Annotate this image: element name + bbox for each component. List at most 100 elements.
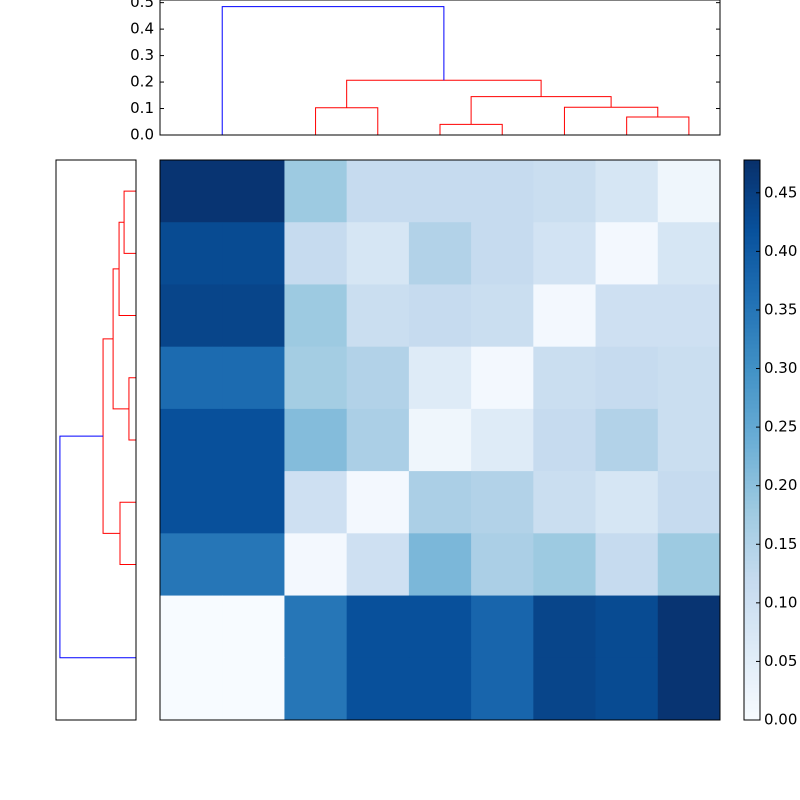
- colorbar-segment: [744, 540, 760, 545]
- colorbar-segment: [744, 456, 760, 461]
- heatmap-cell: [595, 284, 659, 348]
- colorbar-segment: [744, 476, 760, 481]
- colorbar-segment: [744, 172, 760, 177]
- heatmap-cell: [160, 222, 223, 285]
- colorbar-segment: [744, 648, 760, 653]
- colorbar-segment: [744, 632, 760, 637]
- colorbar-segment: [744, 192, 760, 197]
- colorbar-segment: [744, 636, 760, 641]
- colorbar-segment: [744, 488, 760, 493]
- colorbar-segment: [744, 416, 760, 421]
- colorbar-segment: [744, 568, 760, 573]
- colorbar-segment: [744, 644, 760, 649]
- heatmap-cell: [657, 595, 721, 659]
- colorbar-segment: [744, 164, 760, 169]
- dendrogram-link: [626, 116, 690, 135]
- colorbar-segment: [744, 600, 760, 605]
- heatmap-cell: [408, 346, 472, 410]
- heatmap-cell: [471, 346, 534, 410]
- colorbar-segment: [744, 480, 760, 485]
- colorbar-segment: [744, 372, 760, 377]
- colorbar-segment: [744, 656, 760, 661]
- heatmap-cell: [533, 408, 597, 472]
- heatmap-cell: [222, 533, 285, 597]
- colorbar-segment: [744, 328, 760, 333]
- colorbar-segment: [744, 640, 760, 645]
- heatmap-cell: [346, 284, 410, 348]
- heatmap-cell: [346, 595, 410, 659]
- heatmap-cell: [346, 471, 410, 534]
- colorbar-segment: [744, 448, 760, 453]
- heatmap-cell: [595, 346, 659, 410]
- heatmap-cell: [222, 160, 285, 223]
- colorbar-segment: [744, 564, 760, 569]
- heatmap-cell: [595, 222, 659, 285]
- colorbar-segment: [744, 524, 760, 529]
- axes-frame: [55, 159, 137, 721]
- y-tick-label: 0.2: [130, 73, 154, 91]
- colorbar-segment: [744, 700, 760, 705]
- colorbar-segment: [744, 664, 760, 669]
- colorbar-segment: [744, 356, 760, 361]
- colorbar-segment: [744, 404, 760, 409]
- colorbar-segment: [744, 392, 760, 397]
- colorbar-segment: [744, 188, 760, 193]
- heatmap-cell: [533, 222, 597, 285]
- heatmap-cell: [657, 222, 721, 285]
- colorbar-tick-label: 0.10: [764, 593, 797, 611]
- colorbar-segment: [744, 240, 760, 245]
- heatmap-cell: [471, 160, 534, 223]
- colorbar-segment: [744, 384, 760, 389]
- colorbar-segment: [744, 208, 760, 213]
- colorbar-segment: [744, 184, 760, 189]
- colorbar-segment: [744, 544, 760, 549]
- colorbar-segment: [744, 560, 760, 565]
- colorbar-segment: [744, 400, 760, 405]
- heatmap-cell: [657, 408, 721, 472]
- heatmap-cell: [657, 346, 721, 410]
- heatmap-cell: [284, 471, 348, 534]
- dendrogram-link: [119, 501, 136, 565]
- colorbar-segment: [744, 616, 760, 621]
- colorbar-segment: [744, 496, 760, 501]
- heatmap-cell: [284, 595, 348, 659]
- heatmap-cell: [533, 284, 597, 348]
- axes-frame: [159, 0, 721, 136]
- colorbar-segment: [744, 440, 760, 445]
- colorbar-segment: [744, 276, 760, 281]
- heatmap-cell: [346, 346, 410, 410]
- colorbar-segment: [744, 272, 760, 277]
- heatmap-cell: [533, 595, 597, 659]
- colorbar-tick-label: 0.45: [764, 183, 797, 201]
- dendrogram-link: [470, 96, 612, 125]
- colorbar-segment: [744, 308, 760, 313]
- heatmap-cell: [222, 222, 285, 285]
- heatmap-cell: [284, 657, 348, 721]
- heatmap-cell: [533, 346, 597, 410]
- colorbar-segment: [744, 220, 760, 225]
- colorbar-segment: [744, 312, 760, 317]
- heatmap-cell: [160, 284, 223, 348]
- heatmap-cell: [533, 471, 597, 534]
- y-tick-label: 0.1: [130, 99, 154, 117]
- colorbar-segment: [744, 360, 760, 365]
- colorbar-segment: [744, 344, 760, 349]
- heatmap-cell: [657, 533, 721, 597]
- colorbar-segment: [744, 672, 760, 677]
- heatmap-cell: [160, 346, 223, 410]
- colorbar-segment: [744, 212, 760, 217]
- colorbar-segment: [744, 716, 760, 721]
- colorbar-segment: [744, 388, 760, 393]
- heatmap-cell: [471, 595, 534, 659]
- colorbar-segment: [744, 596, 760, 601]
- heatmap-cell: [222, 657, 285, 721]
- colorbar-segment: [744, 264, 760, 269]
- y-tick-label: 0.4: [130, 20, 154, 38]
- colorbar-segment: [744, 436, 760, 441]
- heatmap-cell: [408, 533, 472, 597]
- colorbar-segment: [744, 412, 760, 417]
- heatmap-cell: [595, 595, 659, 659]
- heatmap-cell: [346, 533, 410, 597]
- colorbar-segment: [744, 460, 760, 465]
